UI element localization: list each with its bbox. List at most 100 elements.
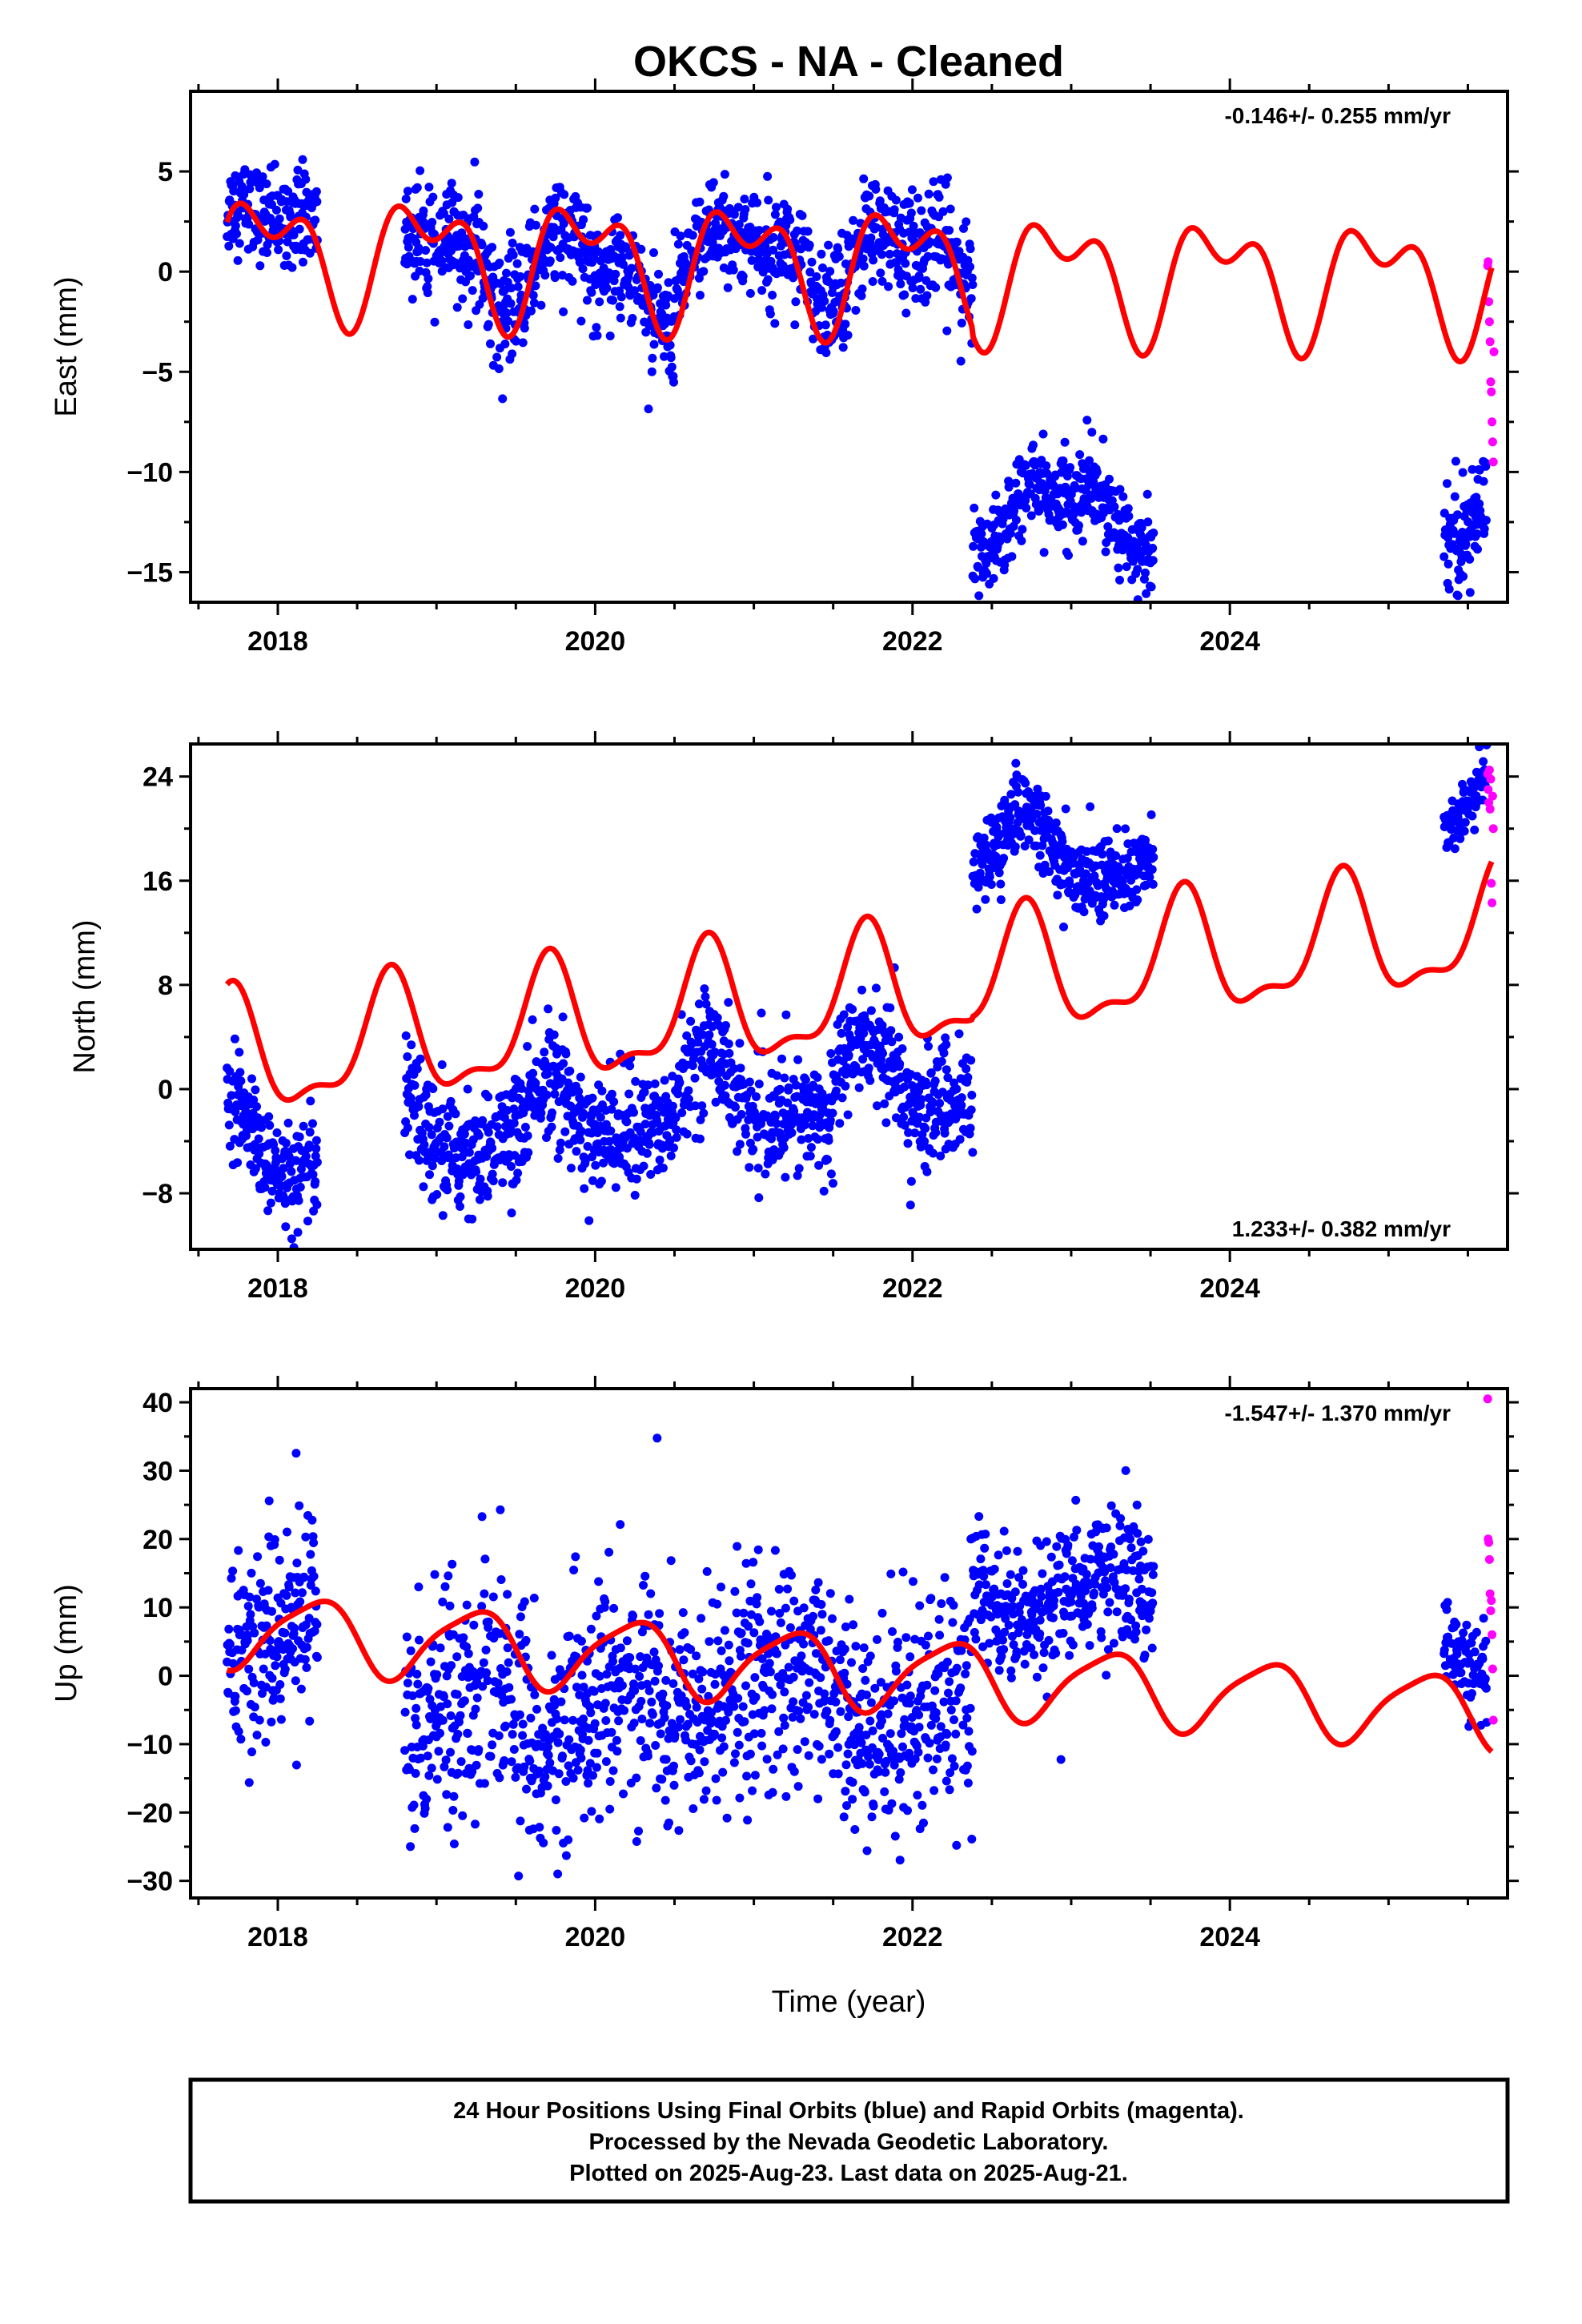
up-final-point xyxy=(607,1727,616,1737)
up-final-point xyxy=(629,1679,638,1689)
up-final-point xyxy=(530,1690,540,1699)
up-final-point xyxy=(418,1741,428,1751)
north-final-point xyxy=(1079,907,1089,917)
north-final-point xyxy=(305,1128,315,1137)
up-final-point xyxy=(695,1745,705,1755)
up-final-point xyxy=(414,1582,424,1592)
up-final-point xyxy=(704,1691,713,1701)
up-final-point xyxy=(639,1581,648,1590)
up-final-point xyxy=(994,1666,1004,1675)
north-final-point xyxy=(808,1121,817,1131)
north-final-point xyxy=(227,1091,236,1100)
up-final-point xyxy=(295,1501,304,1510)
east-final-point xyxy=(452,303,462,312)
east-final-point xyxy=(508,349,517,359)
north-final-point xyxy=(749,1144,758,1154)
east-final-point xyxy=(437,256,447,266)
north-final-point xyxy=(580,1184,589,1193)
north-final-point xyxy=(753,1132,762,1142)
east-final-point xyxy=(444,215,454,223)
up-final-point xyxy=(477,1602,487,1611)
north-y-tick-label: −8 xyxy=(142,1179,173,1209)
up-final-point xyxy=(698,1667,708,1677)
up-final-point xyxy=(445,1601,455,1610)
north-final-point xyxy=(859,1028,869,1038)
north-final-point xyxy=(306,1096,315,1106)
up-final-point xyxy=(631,1664,640,1674)
east-final-point xyxy=(1149,529,1158,537)
east-final-point xyxy=(583,203,592,213)
up-final-point xyxy=(471,1704,480,1714)
east-final-point xyxy=(1465,588,1475,597)
east-final-point xyxy=(770,319,780,328)
up-final-point xyxy=(507,1695,516,1704)
east-final-point xyxy=(711,219,720,228)
east-final-point xyxy=(966,262,975,271)
up-final-point xyxy=(612,1747,622,1756)
north-final-point xyxy=(985,872,994,882)
east-final-point xyxy=(1058,520,1067,529)
up-final-point xyxy=(903,1806,912,1815)
up-final-point xyxy=(255,1715,264,1725)
north-final-point xyxy=(696,1134,705,1144)
up-final-point xyxy=(488,1740,497,1750)
north-final-point xyxy=(1450,844,1460,854)
up-final-point xyxy=(877,1716,886,1726)
north-final-point xyxy=(1030,826,1040,835)
up-final-point xyxy=(436,1643,445,1653)
up-final-point xyxy=(925,1739,934,1748)
east-final-point xyxy=(769,233,778,242)
up-final-point xyxy=(661,1675,671,1685)
north-final-point xyxy=(835,1119,845,1128)
up-final-point xyxy=(661,1795,670,1805)
north-final-point xyxy=(952,1084,962,1094)
up-final-point xyxy=(905,1652,915,1662)
up-final-point xyxy=(601,1716,611,1725)
north-final-point xyxy=(991,851,1001,861)
north-final-point xyxy=(1024,835,1034,845)
up-final-point xyxy=(757,1728,766,1738)
up-final-point xyxy=(292,1558,302,1568)
north-final-point xyxy=(405,1150,414,1160)
up-final-point xyxy=(291,1588,300,1598)
east-final-point xyxy=(959,223,968,233)
north-final-point xyxy=(438,1104,448,1114)
up-final-point xyxy=(962,1661,971,1671)
up-final-point xyxy=(464,1649,473,1659)
east-final-point xyxy=(488,243,497,252)
up-final-point xyxy=(889,1760,899,1770)
east-final-point xyxy=(825,267,835,276)
up-final-point xyxy=(280,1664,290,1674)
east-final-point xyxy=(666,353,676,363)
north-final-point xyxy=(936,1152,946,1160)
north-final-point xyxy=(894,1032,904,1042)
east-final-point xyxy=(616,231,625,240)
north-final-point xyxy=(548,1108,556,1118)
north-final-point xyxy=(745,1163,754,1172)
up-final-point xyxy=(775,1609,785,1618)
east-plot-area xyxy=(223,155,1499,602)
up-final-point xyxy=(636,1736,645,1745)
north-final-point xyxy=(410,1080,420,1090)
north-final-point xyxy=(550,1089,560,1099)
up-final-point xyxy=(652,1433,662,1443)
north-final-point xyxy=(775,1084,785,1094)
north-final-point xyxy=(260,1183,270,1192)
east-final-point xyxy=(468,286,477,296)
east-final-point xyxy=(956,356,966,366)
up-final-point xyxy=(586,1708,596,1718)
north-final-point xyxy=(544,1004,553,1014)
east-final-point xyxy=(255,261,265,271)
up-final-point xyxy=(894,1775,904,1784)
east-final-point xyxy=(962,217,971,227)
up-final-point xyxy=(422,1795,432,1803)
up-final-point xyxy=(874,1749,884,1759)
east-final-point xyxy=(1075,450,1085,460)
east-final-point xyxy=(447,179,456,188)
north-final-point xyxy=(435,1117,444,1127)
east-final-point xyxy=(914,271,924,280)
up-final-point xyxy=(744,1622,753,1631)
up-final-point xyxy=(585,1759,595,1768)
east-final-point xyxy=(669,377,678,387)
